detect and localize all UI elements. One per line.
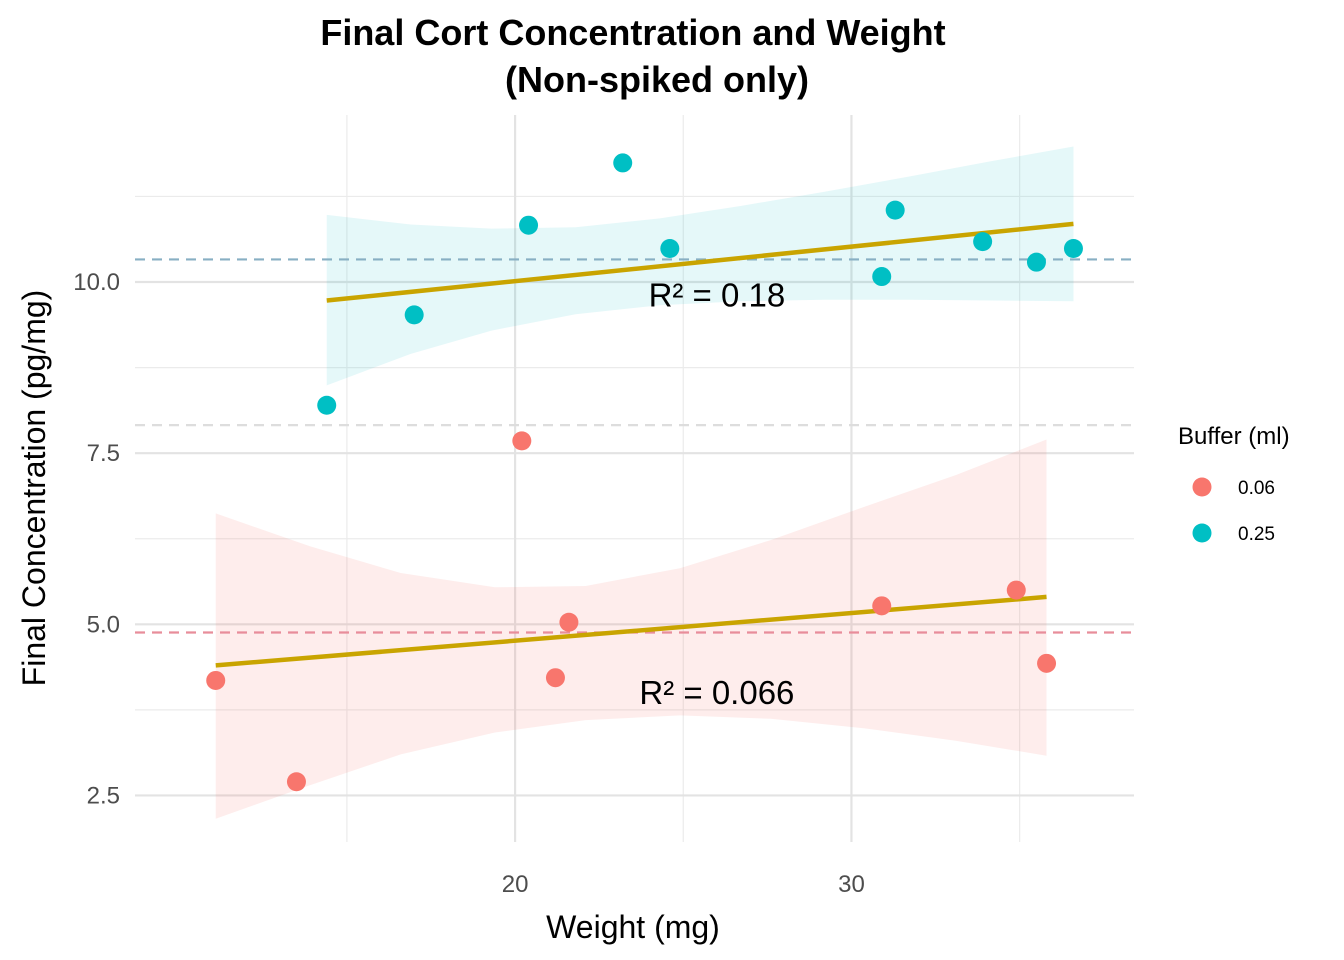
y-tick-label: 10.0	[73, 269, 120, 296]
chart-subtitle: (Non-spiked only)	[505, 59, 809, 100]
fit-line-0.25	[326, 221, 1074, 303]
y-tick-label: 7.5	[87, 440, 120, 467]
legend-swatch-0.06	[1192, 477, 1212, 497]
confidence-bands	[215, 146, 1074, 819]
data-points	[206, 153, 1083, 792]
data-point-0.06	[872, 596, 892, 616]
fit-lines	[215, 221, 1074, 668]
legend-title: Buffer (ml)	[1178, 423, 1290, 450]
r-squared-annotation-0.06: R² = 0.066	[639, 674, 794, 711]
grid-layer	[135, 115, 1134, 842]
data-point-0.25	[872, 267, 892, 287]
data-point-0.06	[206, 670, 226, 690]
data-point-0.06	[559, 612, 579, 632]
x-tick-label: 20	[502, 871, 529, 898]
data-point-0.25	[1063, 238, 1083, 258]
data-point-0.06	[545, 668, 565, 688]
r-squared-annotation-0.25: R² = 0.18	[649, 277, 786, 314]
chart-title: Final Cort Concentration and Weight	[320, 12, 945, 53]
y-tick-label: 5.0	[87, 611, 120, 638]
legend-label-0.06: 0.06	[1238, 478, 1275, 499]
data-point-0.25	[885, 200, 905, 220]
data-point-0.25	[317, 395, 337, 415]
data-point-0.06	[1006, 580, 1026, 600]
fit-line-0.06	[215, 594, 1047, 668]
data-point-0.25	[613, 153, 633, 173]
data-point-0.06	[286, 772, 306, 792]
x-axis-title: Weight (mg)	[546, 909, 720, 945]
legend-label-0.25: 0.25	[1238, 524, 1275, 545]
legend: Buffer (ml) 0.06 0.25	[1178, 423, 1290, 545]
data-point-0.25	[404, 305, 424, 325]
data-point-0.25	[1026, 252, 1046, 272]
y-tick-label: 2.5	[87, 782, 120, 809]
tick-labels: 20 30 2.5 5.0 7.5 10.0	[73, 269, 865, 898]
x-tick-label: 30	[838, 871, 865, 898]
legend-swatch-0.25	[1192, 523, 1212, 543]
data-point-0.06	[1037, 653, 1057, 673]
y-axis-title: Final Concentration (pg/mg)	[16, 290, 52, 687]
data-point-0.25	[519, 215, 539, 235]
legend-items: 0.06 0.25	[1192, 477, 1275, 545]
data-point-0.25	[660, 238, 680, 258]
data-point-0.25	[973, 232, 993, 252]
annotations: R² = 0.066 R² = 0.18	[639, 277, 794, 711]
confidence-band-0.25	[326, 146, 1074, 386]
data-point-0.06	[512, 431, 532, 451]
